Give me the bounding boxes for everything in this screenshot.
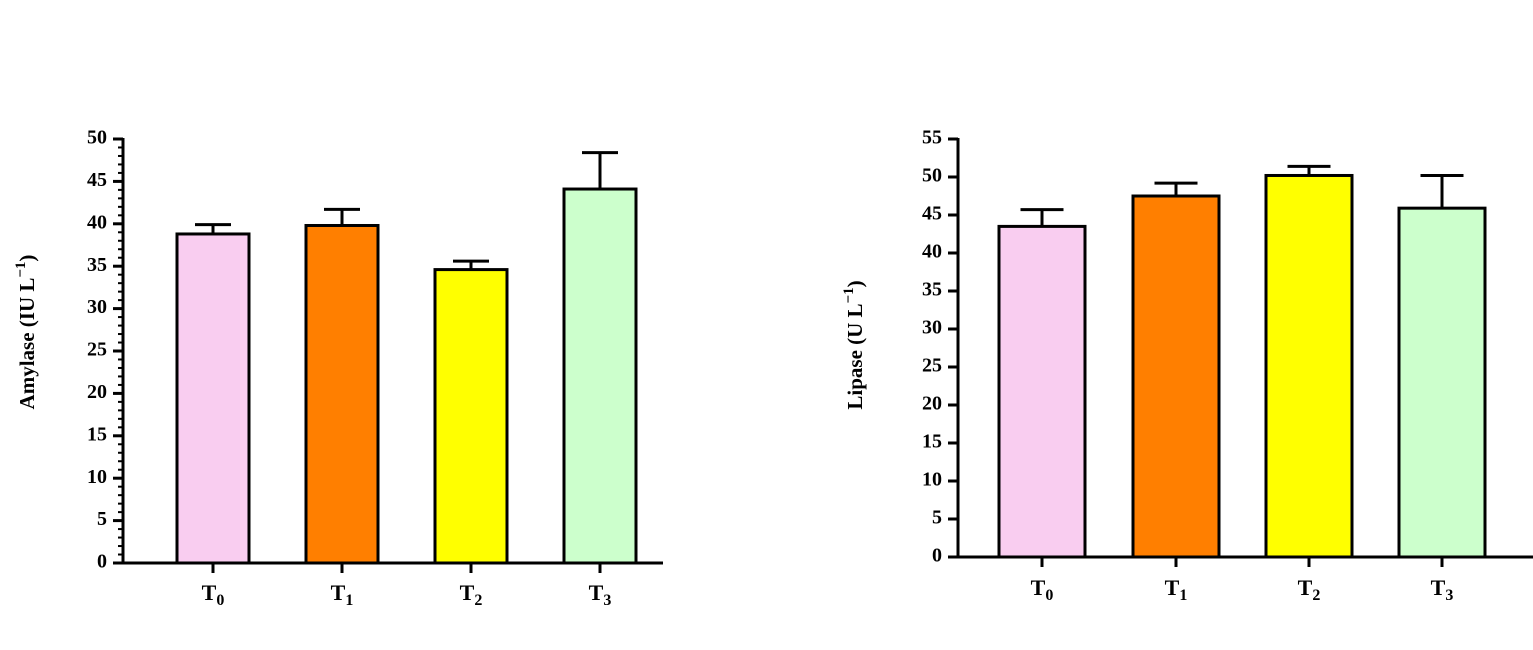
category-main: T <box>460 580 475 605</box>
y-axis-title-close: ) <box>15 255 39 262</box>
y-tick-label-5: 25 <box>87 339 107 361</box>
y-tick-label-3: 15 <box>87 423 107 445</box>
y-axis-title-text: Amylase (IU L <box>15 278 39 410</box>
category-main: T <box>1031 575 1046 600</box>
y-axis-title-superscript: −1 <box>13 262 29 278</box>
y-tick-label-7: 35 <box>922 279 942 301</box>
y-axis-title-close: ) <box>843 280 867 287</box>
category-subscript: 1 <box>345 592 353 609</box>
y-tick-label-2: 10 <box>922 469 942 491</box>
y-tick-label-6: 30 <box>87 296 107 318</box>
y-tick-label-8: 40 <box>87 211 107 233</box>
x-tick-label-3: T3 <box>589 580 612 609</box>
category-subscript: 3 <box>603 592 611 609</box>
category-subscript: 3 <box>1445 587 1453 604</box>
x-tick-label-2: T2 <box>460 580 483 609</box>
bar-2 <box>433 268 509 565</box>
category-main: T <box>589 580 604 605</box>
bar-1 <box>304 223 380 565</box>
y-tick-label-7: 35 <box>87 254 107 276</box>
bar-1 <box>1131 194 1221 559</box>
x-tick-label-3: T3 <box>1431 575 1454 604</box>
y-tick-label-6: 30 <box>922 317 942 339</box>
y-tick-label-2: 10 <box>87 466 107 488</box>
bar-3 <box>1397 206 1487 559</box>
y-tick-label-1: 5 <box>932 507 942 529</box>
y-tick-label-9: 45 <box>87 169 107 191</box>
category-subscript: 2 <box>474 592 482 609</box>
y-tick-label-4: 20 <box>87 381 107 403</box>
y-tick-label-10: 50 <box>87 127 107 149</box>
category-main: T <box>331 580 346 605</box>
y-tick-label-10: 50 <box>922 165 942 187</box>
y-axis-title-superscript: −1 <box>841 287 857 303</box>
y-tick-label-0: 0 <box>932 545 942 567</box>
y-axis-title: Amylase (IU L−1) <box>13 255 39 410</box>
bar-3 <box>562 187 638 565</box>
y-axis-title: Lipase (U L−1) <box>841 280 867 409</box>
x-tick-label-0: T0 <box>1031 575 1054 604</box>
y-tick-label-9: 45 <box>922 203 942 225</box>
y-tick-label-8: 40 <box>922 241 942 263</box>
y-tick-label-4: 20 <box>922 393 942 415</box>
category-main: T <box>202 580 217 605</box>
x-tick-label-1: T1 <box>1165 575 1188 604</box>
category-subscript: 2 <box>1312 587 1320 604</box>
category-main: T <box>1431 575 1446 600</box>
bar-0 <box>997 224 1087 559</box>
bar-0 <box>175 232 251 565</box>
y-tick-label-0: 0 <box>97 551 107 573</box>
bar-2 <box>1264 173 1354 559</box>
category-subscript: 0 <box>1045 587 1053 604</box>
y-tick-label-5: 25 <box>922 355 942 377</box>
category-subscript: 1 <box>1179 587 1187 604</box>
y-axis-title-text: Lipase (U L <box>843 303 867 409</box>
y-tick-label-1: 5 <box>97 508 107 530</box>
category-main: T <box>1298 575 1313 600</box>
x-tick-label-2: T2 <box>1298 575 1321 604</box>
y-tick-label-3: 15 <box>922 431 942 453</box>
category-subscript: 0 <box>216 592 224 609</box>
y-tick-label-11: 55 <box>922 127 942 149</box>
x-tick-label-1: T1 <box>331 580 354 609</box>
x-tick-label-0: T0 <box>202 580 225 609</box>
category-main: T <box>1165 575 1180 600</box>
